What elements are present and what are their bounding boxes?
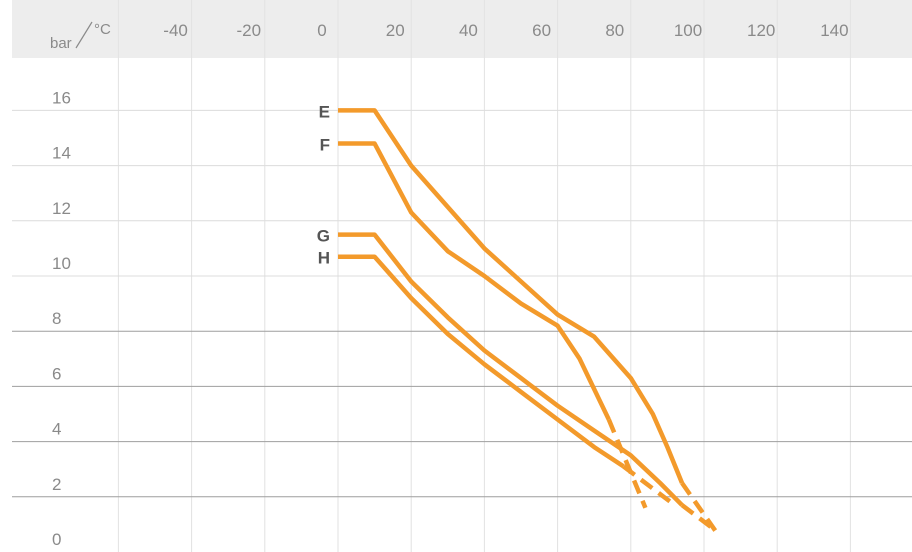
series-dashed-h: [622, 464, 677, 507]
series-label-e: E: [319, 102, 330, 121]
y-tick-label: 6: [52, 364, 61, 383]
series-labels: EF GH: [317, 102, 330, 267]
y-tick-label: 2: [52, 475, 61, 494]
x-axis-unit: °C: [94, 21, 111, 38]
y-tick-labels: 16 14 12 10 8 6 4 2 0: [52, 88, 71, 549]
series-line-g: [338, 232, 684, 507]
series-line-h: [338, 254, 625, 469]
series-label-f: F: [320, 136, 330, 155]
unit-slash: [75, 21, 93, 49]
x-tick-label: 20: [386, 21, 405, 40]
y-tick-label: 12: [52, 199, 71, 218]
x-tick-label: -40: [163, 21, 188, 40]
y-axis-unit: bar: [50, 35, 72, 52]
y-tick-label: 0: [52, 530, 61, 549]
y-tick-label: 14: [52, 144, 71, 163]
series-line-f: [338, 141, 611, 421]
series-label-h: H: [318, 249, 330, 268]
series-dashed-g: [680, 503, 713, 529]
series-label-g: G: [317, 227, 330, 246]
x-tick-label: 140: [820, 21, 848, 40]
x-tick-label: 100: [674, 21, 702, 40]
x-tick-labels: -40 -20 0 20 40 60 80 100 120 140: [163, 21, 848, 40]
grid: [12, 0, 912, 552]
x-tick-label: 60: [532, 21, 551, 40]
y-tick-label: 10: [52, 254, 71, 273]
header-band: [12, 0, 912, 58]
x-tick-label: 40: [459, 21, 478, 40]
series-dashed-f: [606, 418, 648, 509]
x-tick-label: -20: [237, 21, 262, 40]
y-tick-label: 8: [52, 309, 61, 328]
x-tick-label: 0: [317, 21, 326, 40]
y-tick-label: 4: [52, 420, 61, 439]
x-tick-label: 80: [605, 21, 624, 40]
series-line-e: [338, 108, 685, 484]
x-tick-label: 120: [747, 21, 775, 40]
series-dashed-e: [680, 481, 721, 537]
series-lines: [338, 108, 721, 537]
y-tick-label: 16: [52, 88, 71, 107]
